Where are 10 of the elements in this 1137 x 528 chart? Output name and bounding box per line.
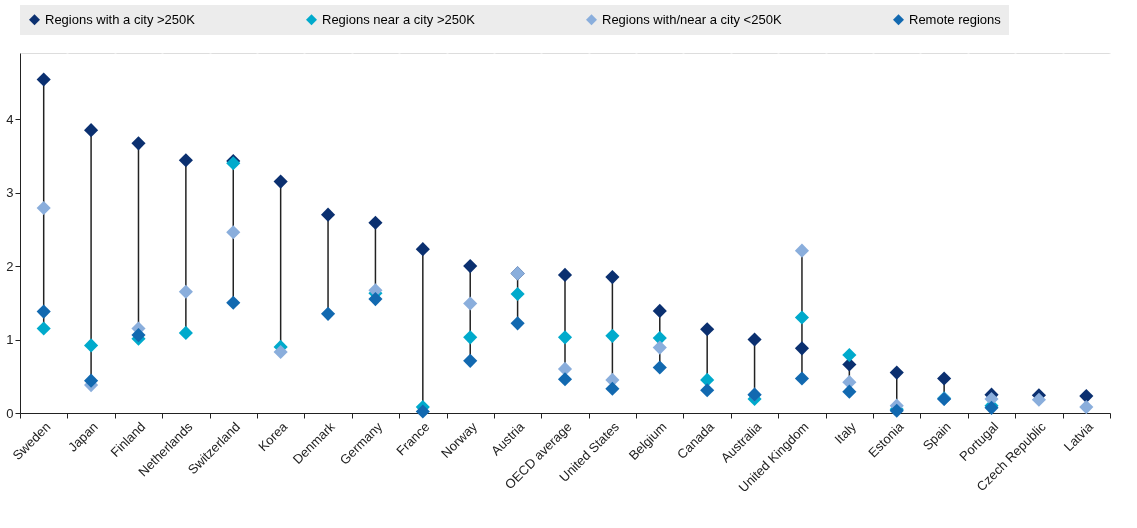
legend-label: Regions with/near a city <250K	[602, 11, 782, 27]
legend-label: Regions with a city >250K	[45, 11, 196, 27]
legend-label: Remote regions	[909, 11, 1002, 27]
x-tick-label: Italy	[831, 418, 860, 447]
y-tick-label: 3	[6, 185, 14, 201]
y-tick-label: 0	[6, 405, 14, 421]
legend-label: Regions near a city >250K	[322, 11, 476, 27]
y-tick-label: 4	[6, 111, 14, 127]
y-tick-label: 2	[6, 258, 14, 274]
y-tick-label: 1	[6, 332, 14, 348]
